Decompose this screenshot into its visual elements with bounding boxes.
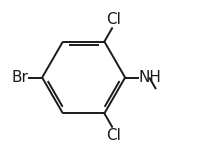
Text: NH: NH	[139, 70, 162, 85]
Text: Cl: Cl	[106, 128, 121, 143]
Text: Cl: Cl	[106, 12, 121, 27]
Text: Br: Br	[11, 70, 28, 85]
